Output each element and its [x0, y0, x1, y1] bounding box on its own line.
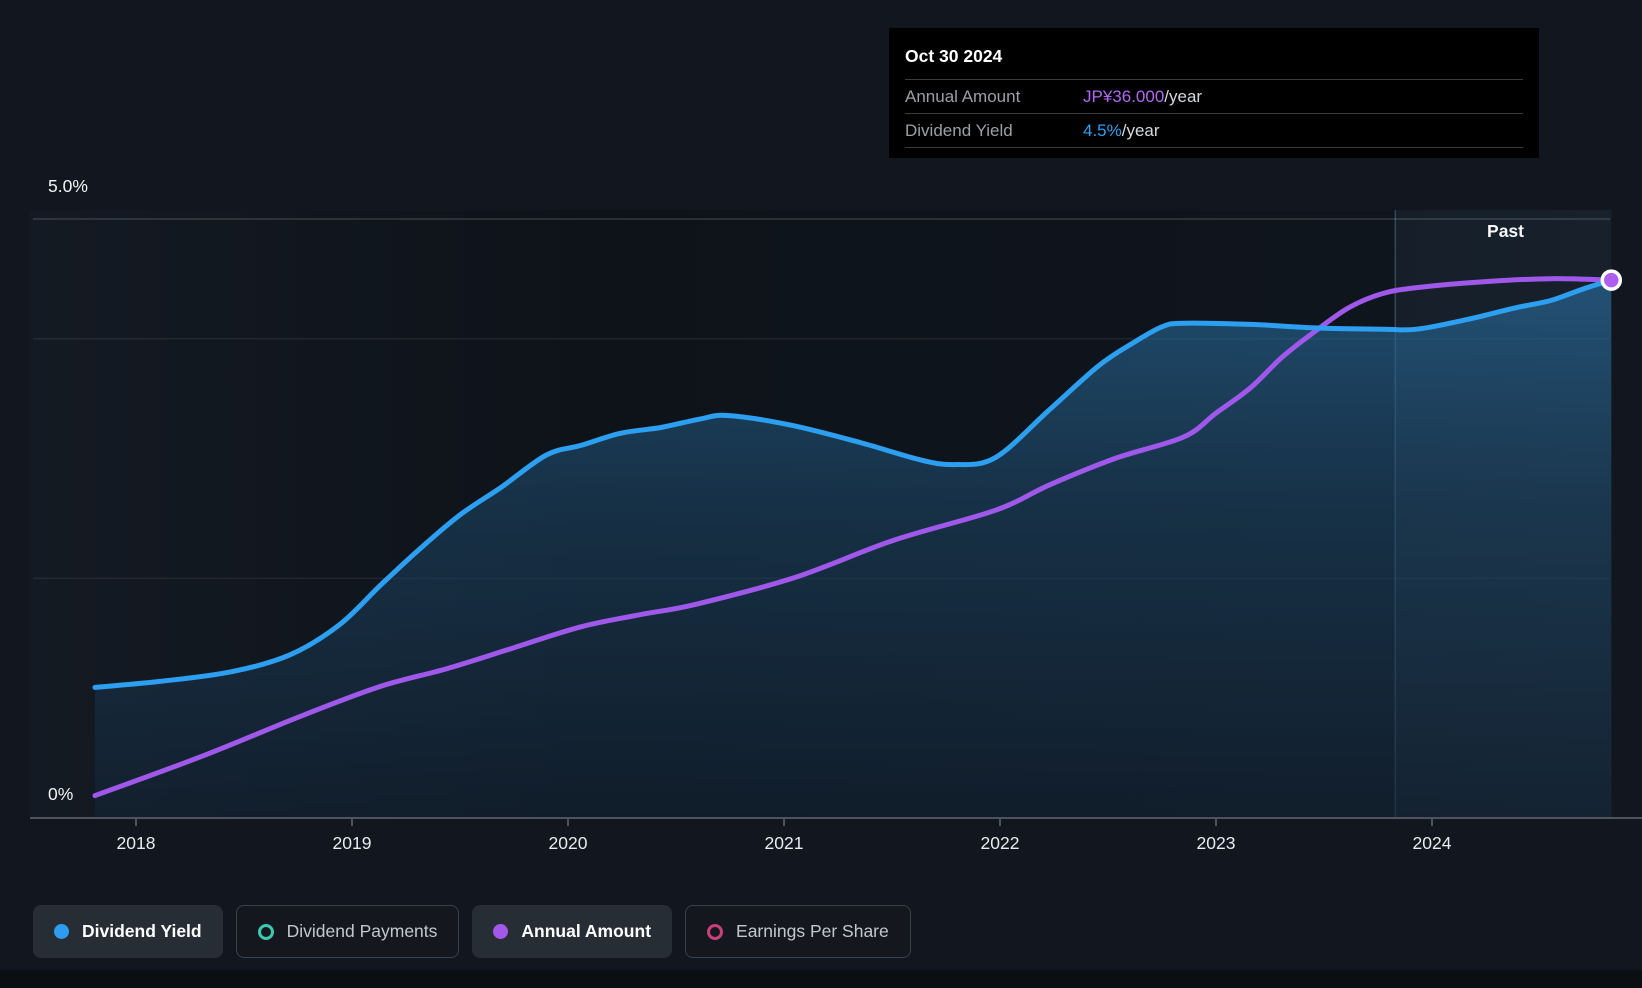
legend-ring-icon-dividend-payments — [257, 923, 274, 940]
y-axis-label-bottom: 0% — [48, 784, 74, 804]
legend-label: Dividend Payments — [286, 921, 438, 941]
legend-dot-icon-annual-amount — [493, 924, 509, 939]
legend-button-dividend-payments[interactable]: Dividend Payments — [235, 905, 460, 958]
chart-tooltip: Oct 30 2024 Annual Amount JP¥36.000 /yea… — [889, 28, 1539, 158]
dividend-yield-area — [95, 280, 1612, 819]
x-axis-label-2023: 2023 — [1196, 833, 1236, 853]
tooltip-label: Dividend Yield — [905, 120, 1013, 140]
legend-label: Dividend Yield — [82, 921, 202, 941]
x-axis-label-2019: 2019 — [332, 833, 372, 853]
dividend-yield-line[interactable] — [92, 277, 1614, 690]
tooltip-suffix: /year — [1121, 120, 1160, 140]
y-axis-label-top: 5.0% — [48, 176, 88, 196]
x-axis-label-2018: 2018 — [116, 833, 156, 853]
x-axis-label-2021: 2021 — [764, 833, 804, 853]
chart-legend: Dividend Yield Dividend Payments Annual Am… — [33, 905, 911, 958]
tooltip-row-annual-amount: Annual Amount JP¥36.000 /year — [905, 80, 1523, 114]
legend-button-earnings-per-share[interactable]: Earnings Per Share — [685, 905, 911, 958]
legend-label: Earnings Per Share — [736, 921, 889, 941]
hover-point-marker[interactable] — [1600, 269, 1623, 291]
x-axis-label-2024: 2024 — [1412, 833, 1452, 853]
legend-ring-icon-earnings-per-share — [707, 923, 724, 940]
tooltip-label: Annual Amount — [905, 86, 1021, 106]
tooltip-value: 4.5% — [1083, 120, 1122, 140]
tooltip-value: JP¥36.000 — [1083, 86, 1165, 106]
past-label: Past — [1487, 221, 1524, 241]
tooltip-suffix: /year — [1164, 86, 1203, 106]
tooltip-row-dividend-yield: Dividend Yield 4.5% /year — [905, 114, 1523, 148]
bottom-divider-strip — [0, 970, 1642, 988]
x-axis-ticks — [135, 819, 1433, 826]
legend-button-annual-amount[interactable]: Annual Amount — [472, 905, 673, 958]
annual-amount-line[interactable] — [92, 276, 1614, 799]
legend-button-dividend-yield[interactable]: Dividend Yield — [33, 905, 223, 958]
x-axis-label-2020: 2020 — [548, 833, 588, 853]
x-axis-label-2022: 2022 — [980, 833, 1020, 853]
legend-dot-icon-dividend-yield — [54, 924, 69, 939]
legend-label: Annual Amount — [521, 921, 652, 941]
tooltip-date: Oct 30 2024 — [905, 40, 1523, 80]
